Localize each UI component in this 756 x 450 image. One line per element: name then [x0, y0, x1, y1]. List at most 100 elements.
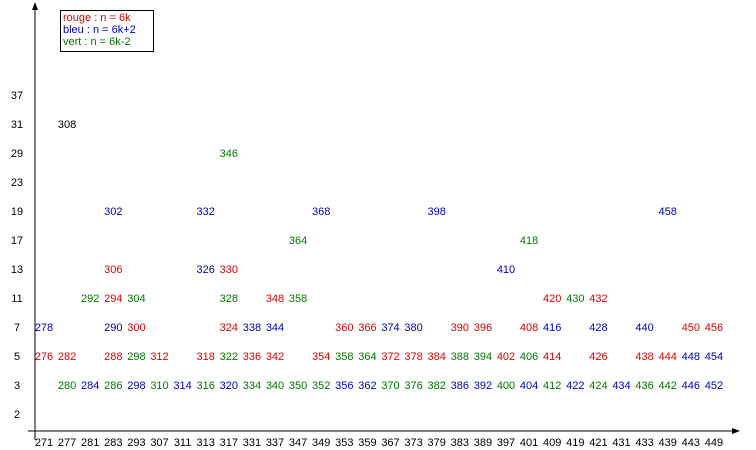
- x-label: 383: [451, 437, 469, 449]
- cell-number: 422: [566, 380, 584, 392]
- x-label: 433: [635, 437, 653, 449]
- cell-number: 432: [589, 293, 607, 305]
- x-label: 313: [197, 437, 215, 449]
- y-label: 19: [11, 206, 23, 218]
- cell-number: 282: [58, 351, 76, 363]
- cell-number: 388: [451, 351, 469, 363]
- cell-number: 356: [335, 380, 353, 392]
- cell-number: 382: [428, 380, 446, 392]
- cell-number: 396: [474, 322, 492, 334]
- x-label: 349: [312, 437, 330, 449]
- cell-number: 358: [289, 293, 307, 305]
- x-label: 449: [705, 437, 723, 449]
- cell-number: 434: [612, 380, 630, 392]
- cell-number: 410: [497, 264, 515, 276]
- y-label: 2: [14, 409, 20, 421]
- x-label: 379: [428, 437, 446, 449]
- cell-number: 360: [335, 322, 353, 334]
- cell-number: 302: [104, 206, 122, 218]
- cell-number: 278: [35, 322, 53, 334]
- cell-number: 446: [682, 380, 700, 392]
- x-label: 431: [612, 437, 630, 449]
- cell-number: 298: [127, 351, 145, 363]
- cell-number: 322: [220, 351, 238, 363]
- cell-number: 334: [243, 380, 261, 392]
- cell-number: 332: [197, 206, 215, 218]
- cell-number: 338: [243, 322, 261, 334]
- cell-number: 320: [220, 380, 238, 392]
- cell-number: 454: [705, 351, 723, 363]
- cell-number: 310: [150, 380, 168, 392]
- cell-number: 318: [197, 351, 215, 363]
- y-label: 23: [11, 177, 23, 189]
- cell-number: 364: [358, 351, 376, 363]
- x-label: 293: [127, 437, 145, 449]
- cell-number: 426: [589, 351, 607, 363]
- y-label: 29: [11, 148, 23, 160]
- cell-number: 456: [705, 322, 723, 334]
- cell-number: 404: [520, 380, 538, 392]
- cell-number: 326: [197, 264, 215, 276]
- x-label: 367: [381, 437, 399, 449]
- legend-entry: vert : n = 6k-2: [63, 36, 131, 48]
- cell-number: 448: [682, 351, 700, 363]
- cell-number: 386: [451, 380, 469, 392]
- y-label: 3: [14, 380, 20, 392]
- cell-number: 414: [543, 351, 561, 363]
- cell-number: 440: [635, 322, 653, 334]
- cell-number: 370: [381, 380, 399, 392]
- x-label: 307: [150, 437, 168, 449]
- cell-number: 346: [220, 148, 238, 160]
- cell-number: 452: [705, 380, 723, 392]
- y-label: 11: [11, 293, 22, 305]
- x-label: 317: [220, 437, 238, 449]
- cell-number: 300: [127, 322, 145, 334]
- cell-number: 316: [197, 380, 215, 392]
- x-label: 389: [474, 437, 492, 449]
- cell-number: 362: [358, 380, 376, 392]
- cell-number: 412: [543, 380, 561, 392]
- cell-number: 286: [104, 380, 122, 392]
- cell-number: 420: [543, 293, 561, 305]
- cell-number: 308: [58, 119, 76, 131]
- cell-number: 350: [289, 380, 307, 392]
- cell-number: 408: [520, 322, 538, 334]
- y-label: 5: [14, 351, 20, 363]
- x-label: 347: [289, 437, 307, 449]
- cell-number: 280: [58, 380, 76, 392]
- x-arrow: [732, 428, 740, 434]
- cell-number: 384: [428, 351, 446, 363]
- x-label: 277: [58, 437, 76, 449]
- x-label: 419: [566, 437, 584, 449]
- cell-number: 436: [635, 380, 653, 392]
- x-label: 331: [243, 437, 261, 449]
- cell-number: 294: [104, 293, 122, 305]
- x-label: 443: [682, 437, 700, 449]
- legend-entry: bleu : n = 6k+2: [63, 24, 136, 36]
- cell-number: 392: [474, 380, 492, 392]
- x-label: 401: [520, 437, 538, 449]
- cell-number: 306: [104, 264, 122, 276]
- cell-number: 304: [127, 293, 145, 305]
- cell-number: 398: [428, 206, 446, 218]
- cell-number: 458: [659, 206, 677, 218]
- cell-number: 376: [404, 380, 422, 392]
- cell-number: 358: [335, 351, 353, 363]
- x-label: 397: [497, 437, 515, 449]
- x-label: 421: [589, 437, 607, 449]
- cell-number: 344: [266, 322, 284, 334]
- cell-number: 442: [659, 380, 677, 392]
- cell-number: 428: [589, 322, 607, 334]
- cell-number: 276: [35, 351, 53, 363]
- legend-box: [60, 10, 154, 52]
- x-label: 337: [266, 437, 284, 449]
- cell-number: 284: [81, 380, 99, 392]
- cell-number: 406: [520, 351, 538, 363]
- cell-number: 314: [173, 380, 191, 392]
- cell-number: 368: [312, 206, 330, 218]
- cell-number: 328: [220, 293, 238, 305]
- x-label: 359: [358, 437, 376, 449]
- cell-number: 424: [589, 380, 607, 392]
